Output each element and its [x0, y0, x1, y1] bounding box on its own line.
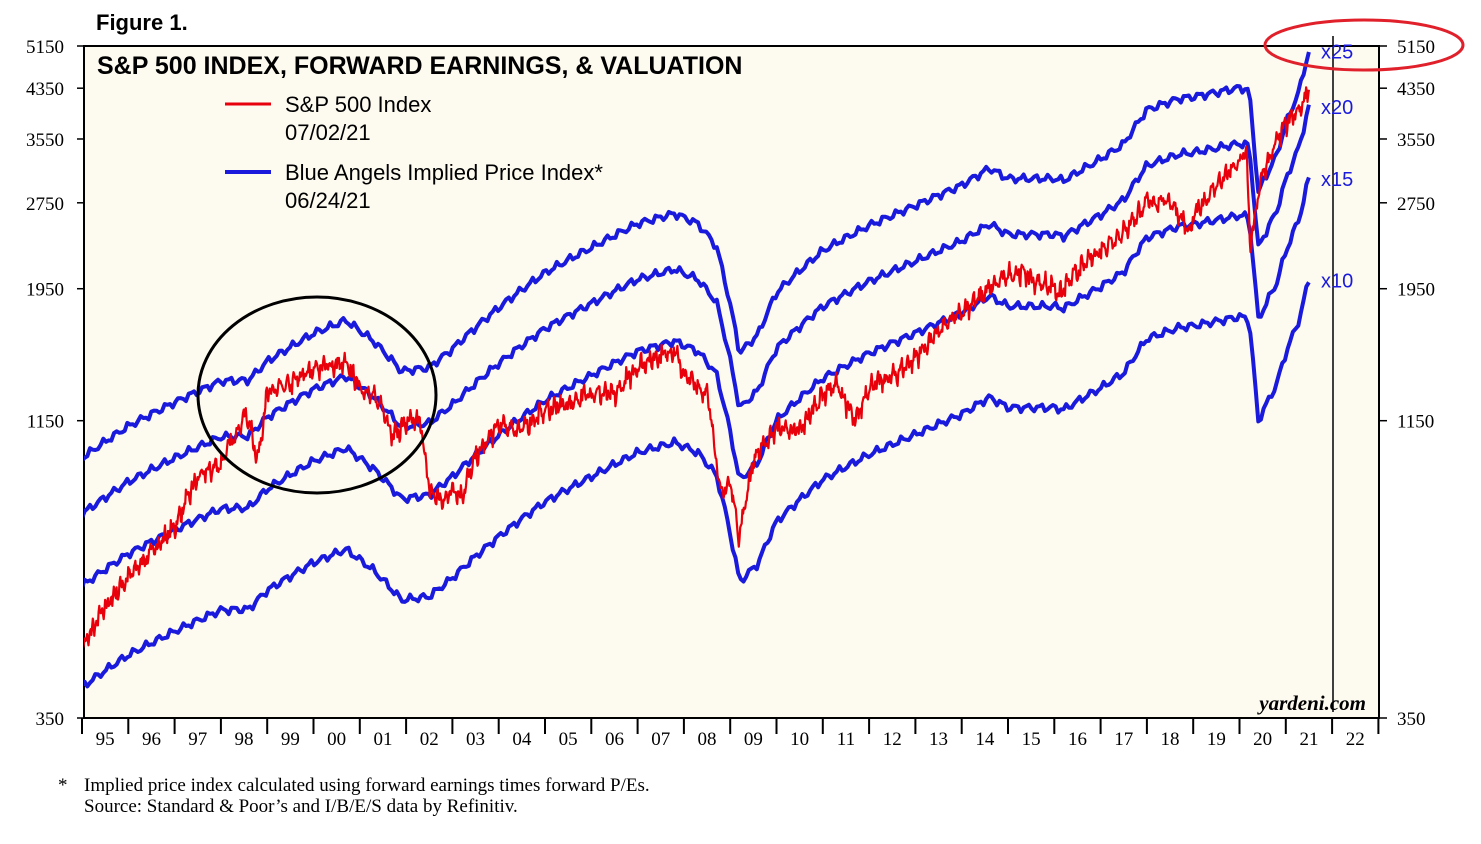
y-tick-label-right: 2750	[1397, 194, 1435, 215]
series-blue-angels-x20	[84, 104, 1311, 519]
x-tick-label: 04	[512, 729, 532, 750]
x-tick-label: 17	[1114, 729, 1133, 750]
footnote: * Implied price index calculated using fo…	[58, 775, 650, 817]
x-axis: 95 96 97 98 99 00 01 02 03 04 05 06 07 08 09 10 11 12 13 14…	[81, 718, 1380, 750]
y-tick-label-right: 4350	[1397, 79, 1435, 100]
x-tick-label: 15	[1022, 729, 1041, 750]
multiple-label-x10: x10	[1321, 270, 1353, 292]
x-tick-label: 98	[235, 729, 254, 750]
legend-label-sp500: S&P 500 Index	[285, 92, 431, 117]
x-tick-label: 22	[1346, 729, 1365, 750]
multiple-label-x15: x15	[1321, 169, 1353, 191]
y-tick-label-left: 3550	[26, 130, 64, 151]
watermark: yardeni.com	[1256, 691, 1366, 715]
legend-date-blue-angels: 06/24/21	[285, 188, 371, 213]
x-tick-label: 95	[96, 729, 115, 750]
y-tick-label-right: 5150	[1397, 37, 1435, 58]
x-tick-label: 10	[790, 729, 809, 750]
x-tick-label: 12	[883, 729, 902, 750]
y-tick-label-left: 350	[36, 709, 65, 730]
y-tick-label-left: 2750	[26, 194, 64, 215]
x-tick-label: 06	[605, 729, 624, 750]
plot-area	[83, 45, 1380, 719]
footnote-star: *	[58, 775, 68, 796]
x-tick-label: 05	[559, 729, 578, 750]
x-tick-label: 96	[142, 729, 161, 750]
series-layer	[84, 51, 1311, 689]
multiple-label-x25: x25	[1321, 41, 1353, 63]
x-tick-label: 19	[1207, 729, 1226, 750]
y-tick-label-left: 5150	[26, 37, 64, 58]
y-tick-label-left: 1150	[27, 412, 64, 433]
y-tick-label-left: 1950	[26, 280, 64, 301]
x-tick-label: 11	[837, 729, 855, 750]
series-blue-angels-x10	[84, 281, 1311, 689]
legend-date-sp500: 07/02/21	[285, 120, 371, 145]
x-tick-label: 14	[975, 729, 995, 750]
y-tick-label-right: 1950	[1397, 280, 1435, 301]
x-tick-label: 13	[929, 729, 948, 750]
series-blue-angels-x25	[84, 51, 1311, 462]
y-tick-label-left: 4350	[26, 79, 64, 100]
y-tick-label-right: 1150	[1397, 412, 1434, 433]
series-blue-angels-x15	[84, 176, 1311, 588]
y-tick-label-right: 3550	[1397, 130, 1435, 151]
x-tick-label: 99	[281, 729, 300, 750]
footnote-note: Implied price index calculated using for…	[84, 775, 650, 796]
x-tick-label: 20	[1253, 729, 1272, 750]
chart-title: S&P 500 INDEX, FORWARD EARNINGS, & VALUA…	[97, 52, 742, 80]
highlight-oval-top-right	[1263, 18, 1465, 72]
legend: S&P 500 Index 07/02/21 Blue Angels Impli…	[225, 92, 603, 213]
series-sp500	[84, 86, 1310, 649]
y-tick-label-right: 350	[1397, 709, 1426, 730]
x-tick-label: 16	[1068, 729, 1087, 750]
multiple-labels: x25 x20 x15 x10	[1321, 41, 1353, 292]
highlight-circle-2000-bubble	[196, 295, 438, 495]
x-tick-label: 09	[744, 729, 763, 750]
legend-label-blue-angels: Blue Angels Implied Price Index*	[285, 160, 603, 185]
x-tick-label: 00	[327, 729, 346, 750]
footnote-source: Source: Standard & Poor’s and I/B/E/S da…	[84, 796, 518, 817]
x-tick-label: 03	[466, 729, 485, 750]
x-tick-label: 07	[651, 729, 670, 750]
x-tick-label: 08	[698, 729, 717, 750]
x-tick-label: 21	[1299, 729, 1318, 750]
x-tick-label: 02	[420, 729, 439, 750]
multiple-label-x20: x20	[1321, 97, 1353, 119]
y-axis-left: 5150 4350 3550 2750 1950 1150 350	[26, 37, 84, 730]
x-tick-label: 01	[373, 729, 392, 750]
x-tick-label: 18	[1161, 729, 1180, 750]
figure-label: Figure 1.	[96, 10, 188, 35]
y-axis-right: 5150 4350 3550 2750 1950 1150 350	[1379, 37, 1435, 730]
x-tick-label: 97	[188, 729, 207, 750]
